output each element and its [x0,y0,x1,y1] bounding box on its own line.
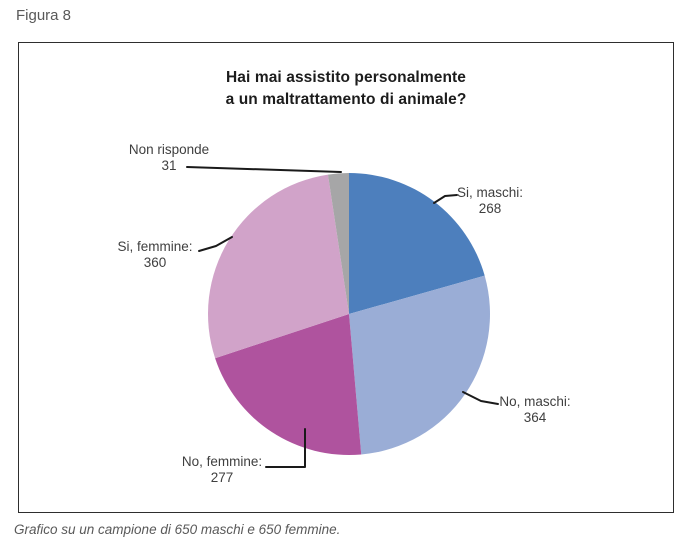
leader-line-no-femmine [265,428,306,468]
pie-slice-si-maschi [349,173,485,314]
label-non-risponde: Non risponde 31 [121,142,217,173]
leader-line-si-maschi [433,194,458,204]
figure-label: Figura 8 [16,7,72,24]
chart-title-line2: a un maltrattamento di animale? [225,91,467,108]
pie-slice-si-femmine [207,174,349,359]
leader-lines [186,166,499,468]
label-no-maschi-value: 364 [523,409,547,425]
pie-slice-no-femmine [215,314,362,456]
label-si-maschi-text: Si, maschi: [456,185,524,200]
label-no-maschi: No, maschi: 364 [487,394,583,425]
chart-title: Hai mai assistito personalmente a un mal… [19,67,673,111]
pie-slices [207,173,490,456]
label-si-femmine-value: 360 [143,254,167,270]
leader-line-si-femmine [198,236,233,252]
leader-line-no-maschi [462,391,499,405]
pie-chart [186,166,499,468]
figure-caption: Grafico su un campione di 650 maschi e 6… [14,522,341,537]
label-si-maschi-value: 268 [478,200,502,216]
label-non-risponde-text: Non risponde [128,142,210,157]
chart-title-line1: Hai mai assistito personalmente [226,69,466,86]
label-no-maschi-text: No, maschi: [499,394,571,409]
label-si-femmine-text: Si, femmine: [117,239,193,254]
label-si-maschi: Si, maschi: 268 [442,185,538,216]
pie-slice-no-maschi [349,275,490,455]
leader-line-non-risponde [186,166,342,173]
pie-slice-non-risponde [327,173,349,314]
label-no-femmine-text: No, femmine: [181,454,263,469]
label-no-femmine: No, femmine: 277 [174,454,270,485]
chart-box: Hai mai assistito personalmente a un mal… [18,42,674,513]
label-no-femmine-value: 277 [210,469,234,485]
label-si-femmine: Si, femmine: 360 [107,239,203,270]
label-non-risponde-value: 31 [161,157,177,173]
